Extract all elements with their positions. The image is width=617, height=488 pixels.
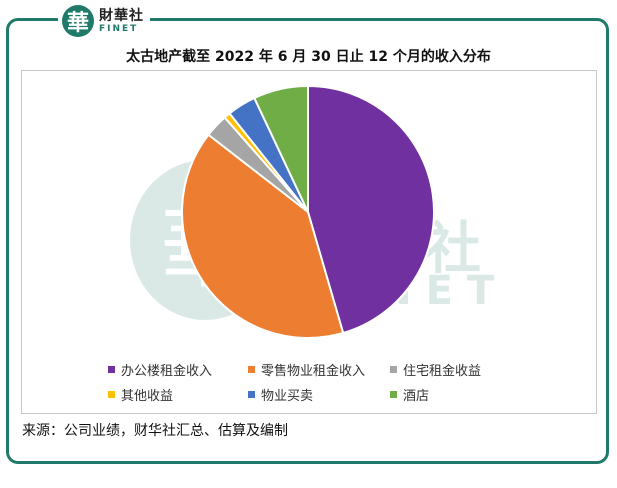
chart-plot-area bbox=[21, 70, 597, 414]
legend-item-3: 其他收益 bbox=[108, 385, 248, 404]
legend-item-1: 零售物业租金收入 bbox=[248, 360, 390, 379]
pie-slice-0 bbox=[307, 84, 435, 335]
pie-slice-1 bbox=[180, 133, 345, 339]
legend-swatch-5 bbox=[390, 391, 397, 398]
legend-label-4: 物业买卖 bbox=[261, 389, 314, 404]
legend-item-2: 住宅租金收益 bbox=[390, 360, 520, 379]
brand-name-cn: 財華社 bbox=[99, 7, 144, 24]
legend-swatch-1 bbox=[248, 366, 255, 373]
legend-swatch-3 bbox=[108, 391, 115, 398]
chart-legend: 办公楼租金收入 零售物业租金收入 住宅租金收益其他收益 物业买卖 酒店 bbox=[108, 360, 528, 404]
legend-item-0: 办公楼租金收入 bbox=[108, 360, 248, 379]
brand-logo: 華 財華社 FINET bbox=[58, 4, 150, 38]
legend-label-2: 住宅租金收益 bbox=[403, 364, 482, 379]
brand-mark-icon: 華 bbox=[62, 5, 94, 37]
legend-label-3: 其他收益 bbox=[121, 389, 174, 404]
legend-swatch-4 bbox=[248, 391, 255, 398]
pie-slice-5 bbox=[253, 84, 309, 213]
legend-swatch-0 bbox=[108, 366, 115, 373]
legend-label-0: 办公楼租金收入 bbox=[121, 364, 213, 379]
legend-item-4: 物业买卖 bbox=[248, 385, 390, 404]
source-note: 来源：公司业绩，财华社汇总、估算及编制 bbox=[22, 423, 288, 439]
brand-text: 財華社 FINET bbox=[99, 9, 144, 34]
legend-item-5: 酒店 bbox=[390, 385, 520, 404]
brand-name-en: FINET bbox=[99, 23, 139, 34]
chart-title: 太古地产截至 2022 年 6 月 30 日止 12 个月的收入分布 bbox=[126, 49, 491, 65]
legend-label-5: 酒店 bbox=[403, 389, 430, 404]
legend-label-1: 零售物业租金收入 bbox=[261, 364, 366, 379]
legend-swatch-2 bbox=[390, 366, 397, 373]
